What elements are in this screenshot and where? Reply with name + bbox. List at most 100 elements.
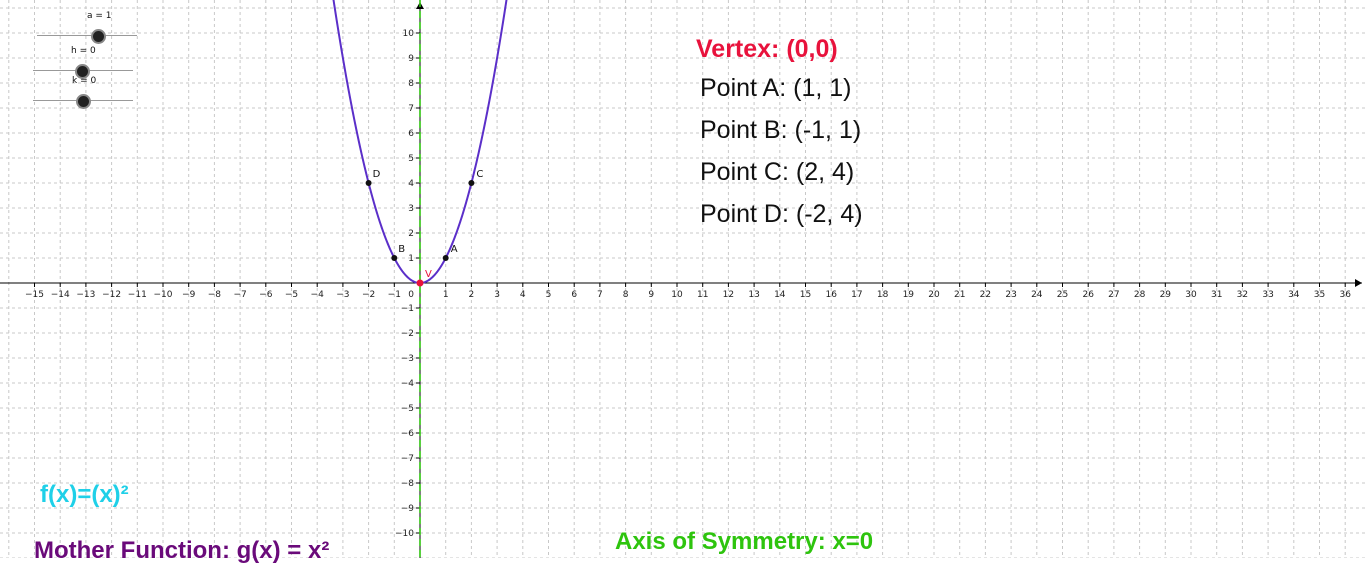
y-tick-label: 9 (408, 54, 414, 64)
x-tick-label: −14 (51, 290, 70, 300)
x-tick-label: 28 (1134, 290, 1146, 300)
x-tick-label: 7 (597, 290, 603, 300)
x-tick-label: 32 (1237, 290, 1248, 300)
point-c[interactable] (468, 180, 475, 186)
x-tick-label: 25 (1057, 290, 1068, 300)
x-tick-label: 17 (851, 290, 862, 300)
point-v[interactable] (416, 279, 424, 287)
x-tick-label: −6 (259, 290, 273, 300)
x-tick-label: −2 (362, 290, 375, 300)
x-tick-label: 4 (520, 290, 526, 300)
x-tick-label: 35 (1314, 290, 1325, 300)
y-tick-label: 2 (408, 229, 414, 239)
x-tick-label: 20 (928, 290, 940, 300)
point-c-label: C (476, 169, 483, 180)
slider-a-track[interactable] (37, 35, 137, 36)
y-tick-label: 8 (408, 79, 414, 89)
y-tick-label: 1 (408, 254, 414, 264)
axis-of-symmetry-text: Axis of Symmetry: x=0 (615, 528, 874, 555)
x-tick-label: 34 (1288, 290, 1300, 300)
point-a[interactable] (442, 255, 449, 261)
x-tick-label: 19 (903, 290, 915, 300)
x-tick-label: −7 (233, 290, 246, 300)
x-tick-label: 27 (1108, 290, 1119, 300)
x-tick-label: −3 (336, 290, 349, 300)
y-tick-label: −7 (401, 454, 414, 464)
x-tick-label: 13 (748, 290, 759, 300)
x-tick-label: 30 (1185, 290, 1197, 300)
tick-labels: −15 −14 −13 −12 −11 −10 −9 −8 −7 −6 −5 −4 −3 −2 −1 1 2 3 4… (25, 29, 1351, 539)
x-tick-label: 33 (1262, 290, 1273, 300)
slider-a-handle[interactable] (91, 29, 106, 44)
x-tick-label: 6 (571, 290, 577, 300)
point-b-label: B (398, 244, 405, 255)
point-v-label: V (425, 269, 432, 280)
y-tick-label: −3 (401, 354, 414, 364)
x-tick-label: −13 (76, 290, 95, 300)
point-d[interactable] (365, 180, 372, 186)
x-tick-label: −8 (208, 290, 222, 300)
x-tick-label: −10 (154, 290, 173, 300)
x-tick-label: 16 (825, 290, 837, 300)
slider-h-label: h = 0 (71, 46, 96, 56)
x-tick-label: 26 (1082, 290, 1094, 300)
points: V A B C D (365, 169, 483, 287)
x-tick-label: 23 (1005, 290, 1016, 300)
x-tick-label: 11 (697, 290, 708, 300)
y-tick-label: −1 (401, 304, 414, 314)
point-b-text: Point B: (-1, 1) (700, 116, 862, 144)
x-tick-label: 22 (980, 290, 991, 300)
slider-h-handle[interactable] (75, 64, 90, 79)
x-tick-label: 5 (546, 290, 552, 300)
x-tick-label: 3 (494, 290, 500, 300)
x-axis-arrow-icon (1355, 279, 1362, 287)
origin-label: 0 (408, 290, 414, 300)
point-b[interactable] (391, 255, 398, 261)
x-tick-label: 14 (774, 290, 786, 300)
slider-a-label: a = 1 (87, 11, 112, 21)
x-tick-label: −12 (102, 290, 121, 300)
x-tick-label: −4 (311, 290, 325, 300)
x-tick-label: −9 (182, 290, 196, 300)
x-tick-label: 8 (623, 290, 629, 300)
y-tick-label: −8 (401, 479, 415, 489)
slider-k-handle[interactable] (76, 94, 91, 109)
y-tick-label: 6 (408, 129, 414, 139)
point-d-text: Point D: (-2, 4) (700, 200, 863, 228)
y-tick-label: 7 (408, 104, 414, 114)
x-tick-label: 2 (469, 290, 475, 300)
point-a-label: A (451, 244, 458, 255)
y-tick-label: −9 (401, 504, 415, 514)
y-tick-label: 5 (408, 154, 414, 164)
x-tick-label: 10 (671, 290, 683, 300)
function-text: f(x)=(x)² (40, 481, 129, 508)
point-a-text: Point A: (1, 1) (700, 74, 852, 102)
y-tick-label: 4 (408, 179, 414, 189)
x-tick-label: 1 (443, 290, 449, 300)
y-tick-label: −5 (401, 404, 414, 414)
x-tick-label: 9 (648, 290, 654, 300)
x-tick-label: −11 (128, 290, 147, 300)
y-tick-label: 3 (408, 204, 414, 214)
x-tick-label: 29 (1160, 290, 1172, 300)
x-tick-label: 36 (1339, 290, 1351, 300)
point-c-text: Point C: (2, 4) (700, 158, 855, 186)
x-tick-label: −1 (388, 290, 401, 300)
x-tick-label: 21 (954, 290, 965, 300)
mother-function-text: Mother Function: g(x) = x² (34, 537, 330, 564)
x-tick-label: 31 (1211, 290, 1222, 300)
x-tick-label: 12 (723, 290, 734, 300)
x-tick-label: −5 (285, 290, 298, 300)
y-tick-label: −10 (395, 529, 414, 539)
slider-k-label: k = 0 (72, 76, 97, 86)
y-tick-label: −4 (401, 379, 415, 389)
x-tick-label: 15 (800, 290, 811, 300)
x-tick-label: −15 (25, 290, 44, 300)
vertex-text: Vertex: (0,0) (696, 35, 838, 63)
y-tick-label: −6 (401, 429, 415, 439)
y-tick-label: −2 (401, 329, 414, 339)
x-tick-label: 24 (1031, 290, 1043, 300)
